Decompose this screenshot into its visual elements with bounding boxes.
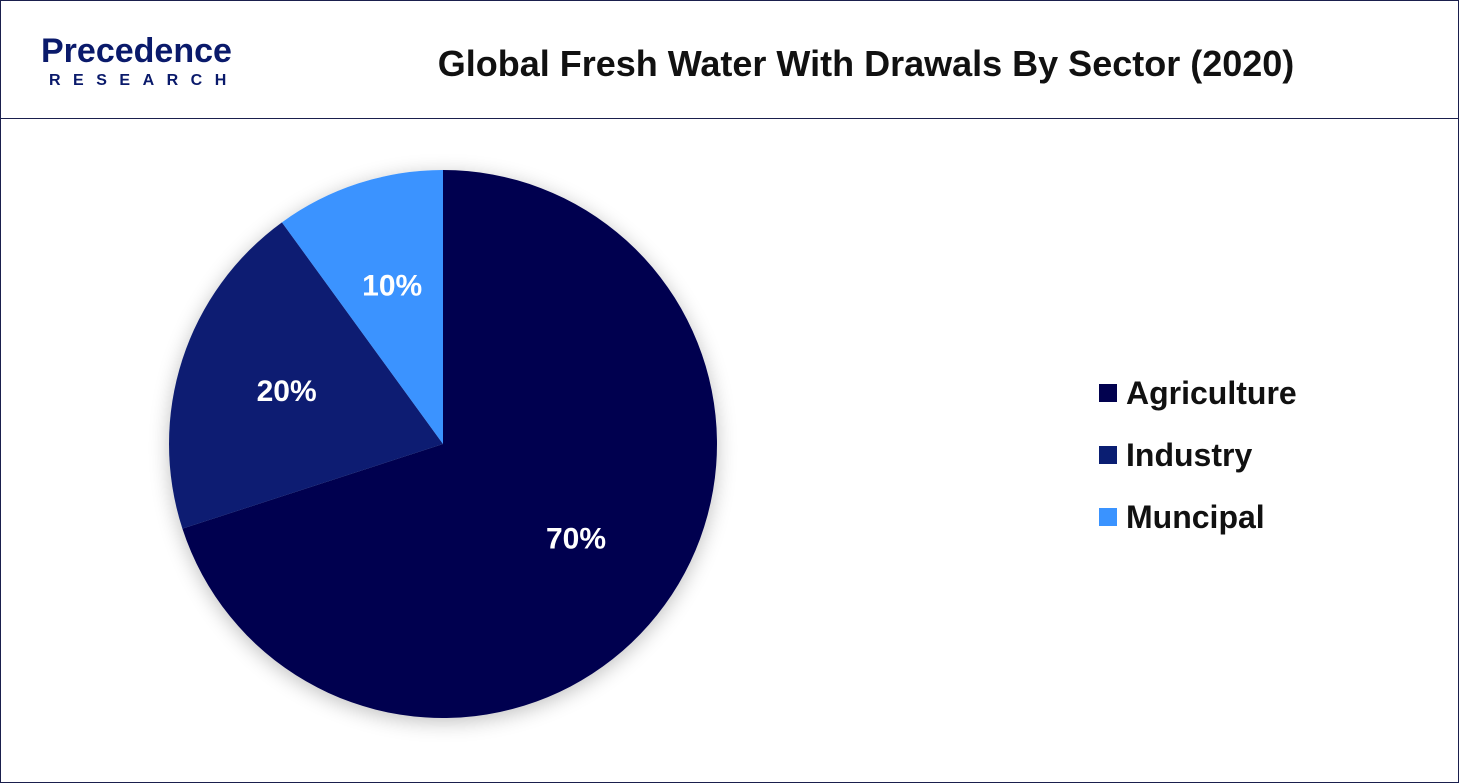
logo: Precedence RESEARCH bbox=[41, 31, 261, 101]
pie-slice-agriculture bbox=[182, 170, 717, 718]
legend-label-agriculture: Agriculture bbox=[1126, 374, 1297, 411]
pie-slice-muncipal bbox=[281, 170, 443, 444]
logo-main-text: Precedence bbox=[41, 32, 232, 70]
pie-chart: 70% 20% 10% bbox=[168, 170, 717, 718]
logo-sub-text: RESEARCH bbox=[49, 72, 239, 89]
slice-label-industry: 20% bbox=[257, 375, 317, 408]
plot-area: 70% 20% 10% Agriculture Industry Muncipal bbox=[1, 119, 1458, 782]
header: Precedence RESEARCH Global Fresh Water W… bbox=[1, 1, 1458, 119]
legend-swatch-industry bbox=[1099, 446, 1117, 464]
pie-slice-industry bbox=[168, 222, 443, 529]
slice-label-muncipal: 10% bbox=[362, 270, 422, 303]
chart-title: Global Fresh Water With Drawals By Secto… bbox=[437, 43, 1295, 84]
slice-label-agriculture: 70% bbox=[546, 523, 606, 556]
legend: Agriculture Industry Muncipal bbox=[1099, 362, 1297, 548]
legend-swatch-agriculture bbox=[1099, 384, 1117, 402]
legend-item-industry: Industry bbox=[1099, 424, 1297, 486]
legend-label-industry: Industry bbox=[1126, 436, 1253, 473]
legend-item-agriculture: Agriculture bbox=[1099, 362, 1297, 424]
legend-swatch-muncipal bbox=[1099, 508, 1117, 526]
legend-item-muncipal: Muncipal bbox=[1099, 486, 1297, 548]
legend-label-muncipal: Muncipal bbox=[1126, 498, 1265, 535]
